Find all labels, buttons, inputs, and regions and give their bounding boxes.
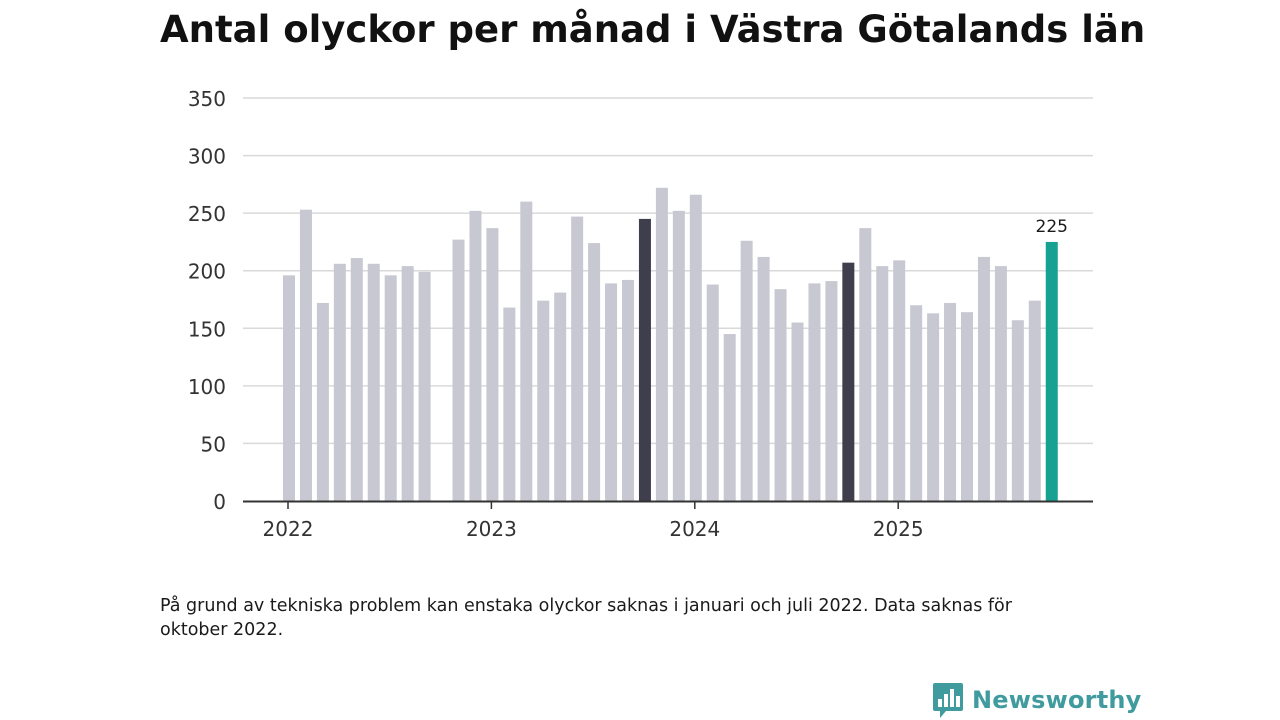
bar-2022-11[interactable] (452, 239, 465, 501)
y-tick-label: 50 (201, 432, 226, 456)
newsworthy-chart-icon (933, 683, 963, 718)
bar-2023-11[interactable] (655, 187, 668, 501)
bar-2023-07[interactable] (588, 243, 601, 501)
bar-2024-08[interactable] (808, 283, 821, 501)
bar-2023-12[interactable] (672, 210, 685, 501)
bar-2022-04[interactable] (333, 263, 346, 501)
bar-2023-05[interactable] (554, 292, 567, 501)
bar-2024-01[interactable] (689, 194, 702, 501)
bar-2025-09[interactable] (1028, 300, 1041, 501)
bar-2022-07[interactable] (384, 275, 397, 501)
bar-2025-03[interactable] (927, 313, 940, 501)
bar-2022-05[interactable] (350, 258, 363, 501)
bar-2024-12[interactable] (876, 266, 889, 501)
x-tick-label: 2022 (263, 517, 314, 541)
gridlines (243, 97, 1093, 445)
y-tick-label: 350 (188, 87, 226, 111)
y-tick-label: 200 (188, 260, 226, 284)
bar-2024-10[interactable] (842, 262, 855, 501)
chart-title: Antal olyckor per månad i Västra Götalan… (160, 8, 1146, 51)
bar-2025-06[interactable] (977, 256, 990, 501)
bar-2024-07[interactable] (791, 322, 804, 501)
bar-2023-09[interactable] (622, 279, 634, 501)
x-tick-label: 2023 (466, 517, 517, 541)
brand-name: Newsworthy (972, 686, 1142, 714)
y-tick-label: 300 (188, 145, 226, 169)
bar-2025-10[interactable] (1045, 241, 1058, 501)
bar-2025-02[interactable] (910, 305, 923, 501)
bar-2025-01[interactable] (893, 260, 906, 501)
bar-2022-03[interactable] (316, 302, 329, 501)
y-tick-label: 100 (188, 375, 226, 399)
x-axis-ticks: 2022 2023 2024 2025 (263, 501, 924, 541)
bar-2022-08[interactable] (401, 266, 414, 501)
bar-2022-09[interactable] (418, 271, 431, 501)
y-tick-label: 250 (188, 202, 226, 226)
bar-2022-02[interactable] (299, 209, 312, 501)
bar-2022-12[interactable] (469, 210, 482, 501)
bar-2023-01[interactable] (486, 228, 499, 501)
bar-2024-03[interactable] (723, 334, 736, 501)
bar-2025-05[interactable] (961, 312, 973, 501)
annotations: 225 (1036, 217, 1068, 237)
bar-2023-10[interactable] (638, 218, 651, 501)
bar-2024-02[interactable] (706, 284, 719, 501)
bar-2023-08[interactable] (605, 283, 618, 501)
bar-2024-06[interactable] (774, 289, 787, 501)
bar-2025-08[interactable] (1011, 320, 1024, 501)
y-axis-tick-labels: 0 50 100 150 200 250 300 350 (188, 87, 226, 514)
x-tick-label: 2025 (873, 517, 924, 541)
bar-2024-09[interactable] (825, 281, 838, 501)
data-label: 225 (1036, 217, 1068, 237)
bars (283, 187, 1058, 501)
footnote: På grund av tekniska problem kan enstaka… (160, 596, 1012, 640)
y-tick-label: 150 (188, 317, 226, 341)
bar-2023-06[interactable] (571, 216, 584, 501)
bar-2023-03[interactable] (520, 201, 533, 501)
y-tick-label: 0 (213, 490, 226, 514)
bar-2024-04[interactable] (740, 240, 753, 501)
bar-2024-11[interactable] (859, 228, 872, 501)
x-tick-label: 2024 (669, 517, 720, 541)
bar-2024-05[interactable] (757, 256, 770, 501)
bar-2022-01[interactable] (283, 275, 295, 501)
brand-logo[interactable]: Newsworthy (932, 681, 1142, 719)
bar-2023-02[interactable] (503, 307, 516, 501)
bar-2023-04[interactable] (537, 300, 550, 501)
bar-2022-06[interactable] (367, 263, 380, 501)
bar-2025-04[interactable] (944, 302, 957, 501)
bar-2025-07[interactable] (994, 266, 1007, 501)
